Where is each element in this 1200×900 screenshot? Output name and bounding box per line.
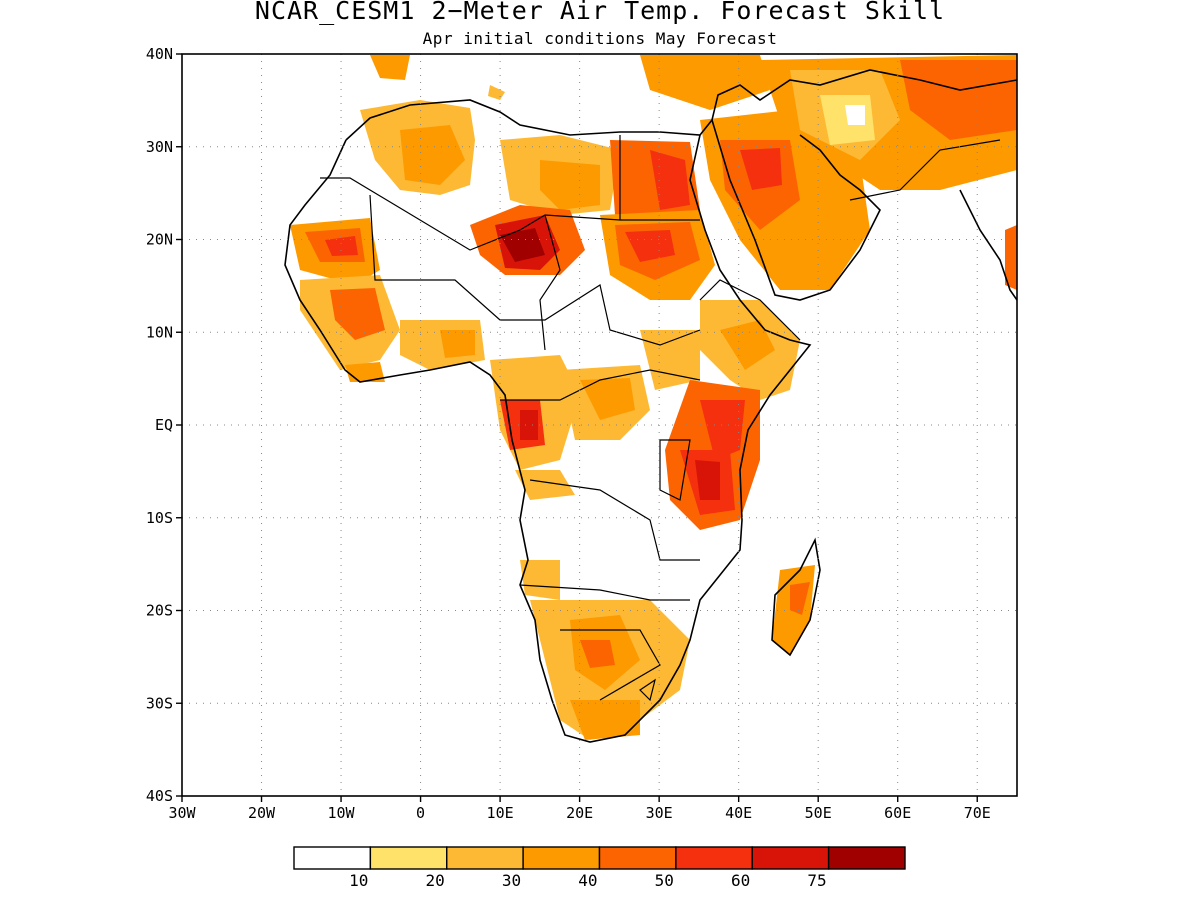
colorbar-swatch [446,846,524,870]
map-subtitle: Apr initial conditions May Forecast [422,29,778,48]
lat-tick-label: 10N [146,323,173,341]
lat-tick-label: 10S [146,509,173,527]
colorbar-label: 40 [578,871,597,890]
lon-tick-label: 60E [884,804,911,822]
colorbar-swatch [827,846,906,870]
lon-tick-label: 40E [725,804,752,822]
lon-tick-label: 10W [328,804,356,822]
lon-tick-label: 10E [487,804,514,822]
colorbar-swatch [369,846,448,870]
lat-tick-label: 30N [146,138,173,156]
lat-axis: 40N 30N 20N 10N EQ 10S 20S 30S 40S [146,45,182,805]
colorbar-swatch [675,846,753,870]
colorbar-label: 75 [807,871,826,890]
grid-lines [182,54,1017,796]
coastlines [284,69,1017,743]
lat-tick-label: EQ [155,416,173,434]
colorbar-label: 30 [502,871,521,890]
colorbar-label: 10 [349,871,368,890]
lon-tick-label: 20E [566,804,593,822]
lon-tick-label: 20W [248,804,276,822]
skill-shading [290,55,1017,740]
colorbar-label: 60 [731,871,750,890]
colorbar-swatch [522,846,601,870]
colorbar-label: 50 [655,871,674,890]
lon-tick-label: 30E [646,804,673,822]
colorbar-swatch [598,846,677,870]
colorbar: 10 20 30 40 50 60 75 [293,846,906,890]
lon-tick-label: 70E [964,804,991,822]
lat-tick-label: 30S [146,694,173,712]
colorbar-swatch [751,846,830,870]
lat-tick-label: 20S [146,602,173,620]
lat-tick-label: 40N [146,45,173,63]
lat-tick-label: 40S [146,787,173,805]
colorbar-label: 20 [425,871,444,890]
lat-tick-label: 20N [146,231,173,249]
lon-axis: 30W 20W 10W 0 10E 20E 30E 40E 50E 60E 70E [168,796,991,822]
lon-tick-label: 50E [805,804,832,822]
colorbar-swatch [293,846,372,870]
lon-tick-label: 30W [168,804,196,822]
lon-tick-label: 0 [416,804,425,822]
map-title: NCAR_CESM1 2−Meter Air Temp. Forecast Sk… [254,0,946,25]
